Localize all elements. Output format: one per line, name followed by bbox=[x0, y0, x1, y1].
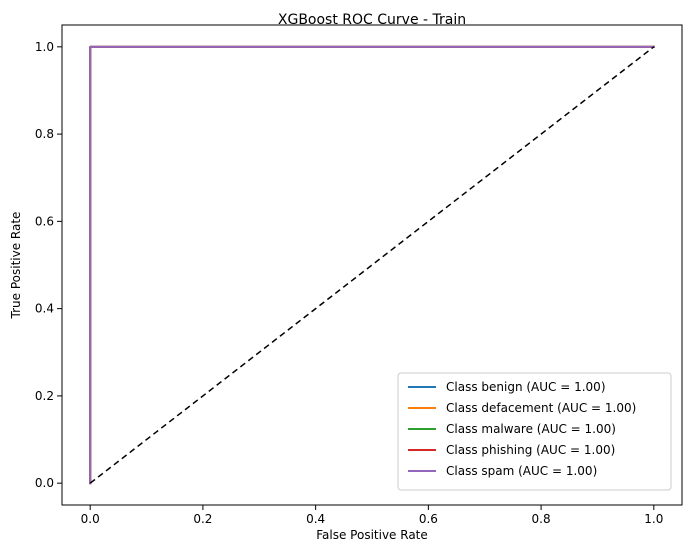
y-tick-label: 1.0 bbox=[35, 40, 54, 54]
x-tick-label: 0.4 bbox=[306, 512, 325, 526]
x-tick-label: 0.8 bbox=[532, 512, 551, 526]
legend-frame bbox=[397, 372, 672, 491]
legend: Class benign (AUC = 1.00) Class defacemen… bbox=[397, 372, 672, 491]
roc-series-line-5 bbox=[89, 45, 655, 485]
series-layer bbox=[89, 45, 655, 485]
legend-item-5: Class spam (AUC = 1.00) bbox=[446, 464, 597, 478]
y-axis-label: True Positive Rate bbox=[9, 212, 23, 320]
x-axis: 0.0 0.2 0.4 0.6 0.8 1.0 bbox=[81, 505, 663, 526]
x-tick-label: 1.0 bbox=[644, 512, 663, 526]
chart-title: XGBoost ROC Curve - Train bbox=[278, 12, 466, 28]
y-tick-label: 0.8 bbox=[35, 127, 54, 141]
y-tick-label: 0.2 bbox=[35, 389, 54, 403]
legend-item-3: Class malware (AUC = 1.00) bbox=[446, 422, 616, 436]
y-tick-label: 0.4 bbox=[35, 302, 54, 316]
x-axis-label: False Positive Rate bbox=[316, 528, 428, 542]
legend-item-1: Class benign (AUC = 1.00) bbox=[446, 380, 606, 394]
legend-item-2: Class defacement (AUC = 1.00) bbox=[446, 401, 636, 415]
legend-item-4: Class phishing (AUC = 1.00) bbox=[446, 443, 615, 457]
reference-diagonal bbox=[89, 46, 655, 484]
x-tick-label: 0.2 bbox=[193, 512, 212, 526]
x-tick-label: 0.0 bbox=[81, 512, 100, 526]
y-axis: 0.0 0.2 0.4 0.6 0.8 1.0 bbox=[35, 40, 62, 490]
y-tick-label: 0.0 bbox=[35, 476, 54, 490]
y-tick-label: 0.6 bbox=[35, 214, 54, 228]
x-tick-label: 0.6 bbox=[419, 512, 438, 526]
reference-layer bbox=[89, 46, 655, 484]
